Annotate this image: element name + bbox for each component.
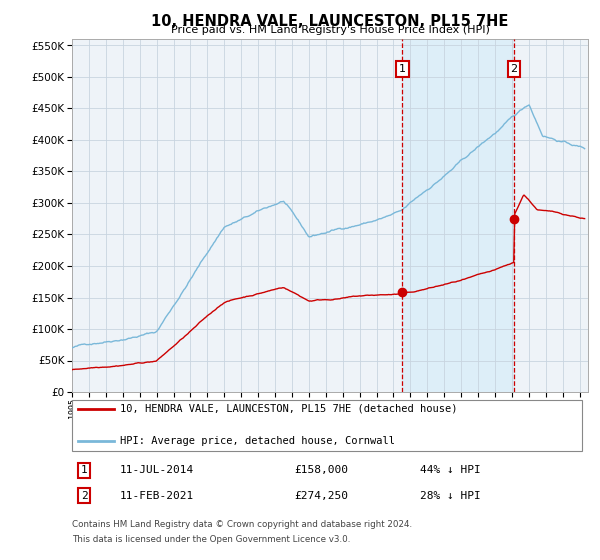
Text: 2: 2 bbox=[511, 64, 517, 74]
Text: HPI: Average price, detached house, Cornwall: HPI: Average price, detached house, Corn… bbox=[120, 436, 395, 446]
Text: £274,250: £274,250 bbox=[294, 491, 348, 501]
Text: This data is licensed under the Open Government Licence v3.0.: This data is licensed under the Open Gov… bbox=[72, 535, 350, 544]
Text: 11-JUL-2014: 11-JUL-2014 bbox=[120, 465, 194, 475]
Text: 1: 1 bbox=[80, 465, 88, 475]
Text: 1: 1 bbox=[399, 64, 406, 74]
Text: 28% ↓ HPI: 28% ↓ HPI bbox=[420, 491, 481, 501]
Text: Contains HM Land Registry data © Crown copyright and database right 2024.: Contains HM Land Registry data © Crown c… bbox=[72, 520, 412, 529]
Text: £158,000: £158,000 bbox=[294, 465, 348, 475]
Text: 10, HENDRA VALE, LAUNCESTON, PL15 7HE: 10, HENDRA VALE, LAUNCESTON, PL15 7HE bbox=[151, 14, 509, 29]
Text: 44% ↓ HPI: 44% ↓ HPI bbox=[420, 465, 481, 475]
Text: 2: 2 bbox=[80, 491, 88, 501]
Bar bbox=[403, 39, 514, 392]
Text: 10, HENDRA VALE, LAUNCESTON, PL15 7HE (detached house): 10, HENDRA VALE, LAUNCESTON, PL15 7HE (d… bbox=[120, 404, 458, 414]
Text: Price paid vs. HM Land Registry's House Price Index (HPI): Price paid vs. HM Land Registry's House … bbox=[170, 25, 490, 35]
Text: 11-FEB-2021: 11-FEB-2021 bbox=[120, 491, 194, 501]
